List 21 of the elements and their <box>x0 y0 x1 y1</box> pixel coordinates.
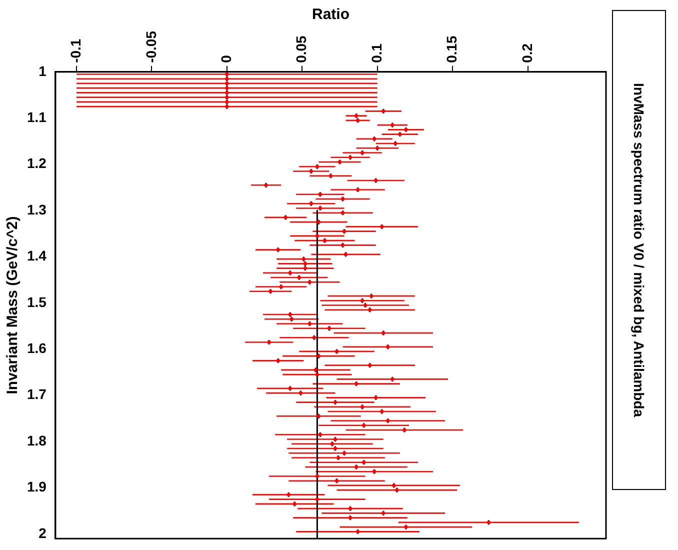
text: InvMass spectrum ratio V0 / mixed bg, Antilambda <box>631 82 647 417</box>
y-tick-label: 1 <box>38 62 47 79</box>
x-tick-label: -0.1 <box>68 38 84 63</box>
y-tick-label: 1.5 <box>26 294 47 310</box>
y-tick-label: 1.8 <box>26 432 47 448</box>
x-axis-title: Ratio <box>312 6 350 24</box>
y-tick-label: 1.4 <box>26 248 47 264</box>
y-tick-label: 1.1 <box>26 108 47 125</box>
y-tick-label: 1.6 <box>26 340 47 356</box>
y-tick-label: 1.2 <box>26 155 47 172</box>
x-tick-label: 0.2 <box>518 43 535 63</box>
x-tick-label: -0.05 <box>142 30 159 63</box>
y-tick-label: 1.9 <box>26 478 47 495</box>
y-tick-label: 2 <box>38 524 47 541</box>
y-axis-title: Invariant Mass (GeV/c^2) <box>4 216 22 394</box>
y-tick-label: 1.3 <box>26 201 47 218</box>
x-tick-label: 0.15 <box>444 35 460 63</box>
x-tick-label: 0.05 <box>293 35 310 63</box>
x-tick-label: 0.1 <box>368 43 384 63</box>
y-tick-label: 1.7 <box>26 386 47 402</box>
x-tick-label: 0 <box>218 54 234 63</box>
